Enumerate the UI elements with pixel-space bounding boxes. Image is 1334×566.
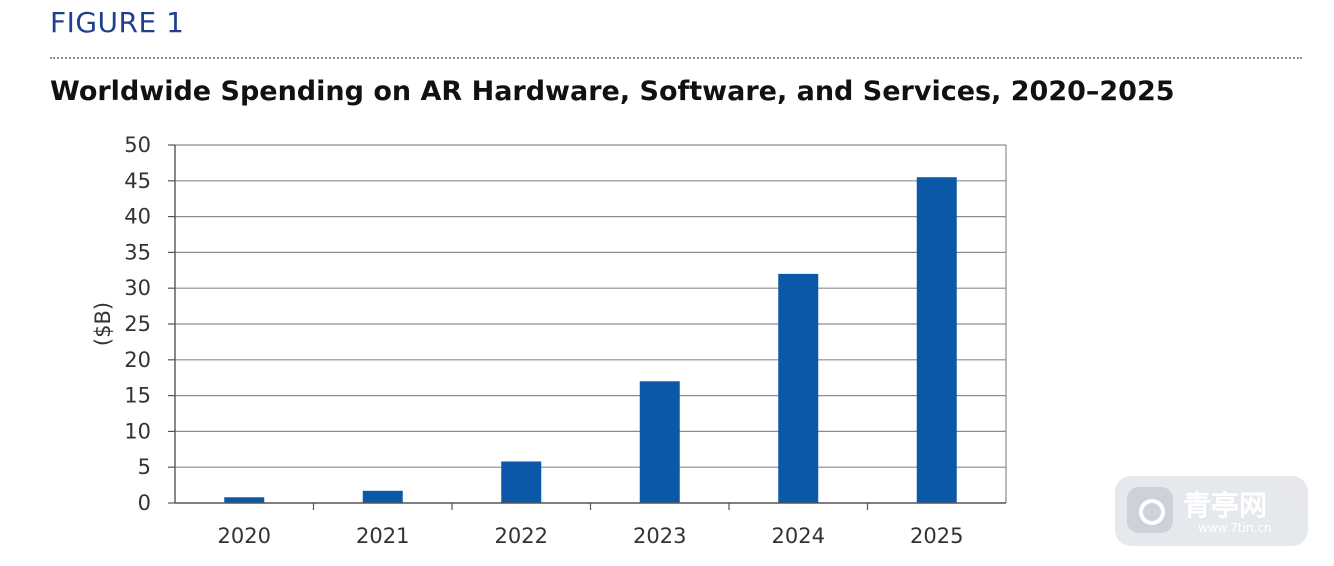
divider bbox=[50, 57, 1302, 59]
watermark-url: www.7tin.cn bbox=[1198, 521, 1272, 535]
figure-label: FIGURE 1 bbox=[50, 6, 185, 39]
bar-2020 bbox=[224, 497, 265, 503]
x-tick-label-2020: 2020 bbox=[218, 524, 271, 548]
y-tick-label: 5 bbox=[138, 455, 151, 479]
y-tick-label: 25 bbox=[124, 312, 151, 336]
y-tick-label: 40 bbox=[124, 205, 151, 229]
y-tick-label: 30 bbox=[124, 276, 151, 300]
y-tick-label: 35 bbox=[124, 240, 151, 264]
y-tick-label: 20 bbox=[124, 348, 151, 372]
bar-2025 bbox=[916, 177, 957, 503]
y-tick-label: 45 bbox=[124, 169, 151, 193]
x-tick-label-2024: 2024 bbox=[772, 524, 825, 548]
gridlines bbox=[175, 144, 1006, 468]
bar-2021 bbox=[362, 490, 403, 503]
bar-2022 bbox=[501, 461, 542, 503]
chart-title: Worldwide Spending on AR Hardware, Softw… bbox=[50, 76, 1175, 107]
watermark-logo: 青亭网 www.7tin.cn bbox=[1115, 476, 1308, 546]
x-tick-label-2025: 2025 bbox=[910, 524, 963, 548]
y-axis-label: ($B) bbox=[91, 302, 115, 346]
watermark-brand: 青亭网 bbox=[1183, 489, 1268, 522]
bars bbox=[224, 177, 957, 503]
x-tick-label-2021: 2021 bbox=[356, 524, 409, 548]
x-tick-label-2023: 2023 bbox=[633, 524, 686, 548]
y-tick-label: 10 bbox=[124, 419, 151, 443]
y-tick-label: 50 bbox=[124, 133, 151, 157]
y-tick-label: 0 bbox=[138, 491, 151, 515]
bar-2024 bbox=[778, 273, 819, 503]
bar-2023 bbox=[639, 381, 680, 503]
x-tick-label-2022: 2022 bbox=[495, 524, 548, 548]
camera-logo-icon bbox=[1127, 487, 1173, 533]
y-tick-label: 15 bbox=[124, 384, 151, 408]
axes bbox=[168, 144, 1007, 510]
